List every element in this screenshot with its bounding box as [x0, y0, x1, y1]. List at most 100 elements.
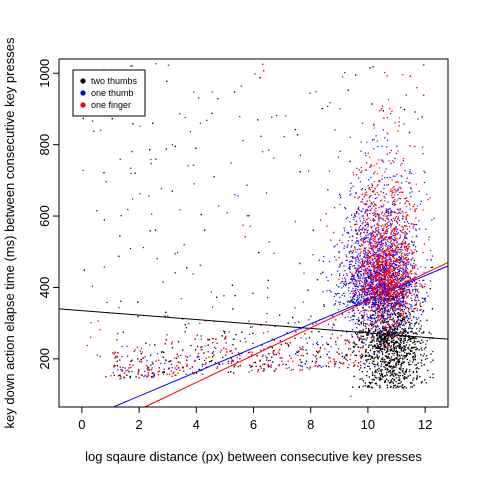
data-point	[370, 232, 372, 234]
data-point	[416, 205, 419, 207]
data-point	[362, 198, 364, 200]
data-point	[399, 287, 401, 289]
data-point	[403, 324, 405, 327]
data-point	[377, 358, 379, 360]
data-point	[267, 346, 269, 349]
data-point	[362, 227, 364, 229]
data-point	[364, 303, 366, 306]
data-point	[396, 308, 398, 310]
data-point	[343, 265, 345, 267]
data-point	[370, 381, 372, 384]
data-point	[359, 270, 361, 272]
data-point	[358, 267, 360, 269]
data-point	[373, 323, 375, 325]
data-point	[401, 261, 404, 263]
data-point	[341, 313, 343, 315]
data-point	[405, 370, 407, 372]
data-point	[390, 385, 392, 388]
data-point	[399, 319, 401, 321]
data-point	[394, 253, 397, 256]
data-point	[395, 303, 397, 305]
data-point	[357, 309, 359, 311]
data-point	[376, 343, 378, 345]
data-point	[358, 296, 361, 298]
data-point	[358, 386, 360, 388]
data-point	[401, 291, 404, 293]
data-point	[374, 350, 376, 353]
data-point	[397, 302, 400, 304]
data-point	[356, 322, 358, 324]
data-point	[341, 281, 343, 283]
data-point	[416, 377, 418, 379]
data-point	[382, 347, 384, 350]
data-point	[378, 286, 380, 288]
data-point	[374, 301, 376, 304]
data-point	[385, 361, 387, 363]
data-point	[344, 270, 346, 272]
data-point	[356, 268, 358, 270]
data-point	[312, 254, 314, 256]
data-point	[379, 260, 381, 263]
data-point	[373, 266, 375, 268]
data-point	[395, 363, 398, 365]
data-point	[126, 345, 128, 347]
data-point	[362, 215, 364, 217]
data-point	[352, 236, 354, 238]
data-point	[397, 271, 400, 273]
data-point	[366, 270, 368, 272]
data-point	[388, 305, 390, 307]
data-point	[433, 217, 435, 220]
data-point	[379, 377, 381, 379]
data-point	[369, 205, 372, 207]
data-point	[412, 310, 414, 312]
data-point	[174, 145, 176, 147]
data-point	[384, 283, 386, 285]
data-point	[325, 365, 327, 367]
data-point	[374, 325, 376, 327]
data-point	[431, 219, 433, 221]
data-point	[364, 331, 367, 333]
data-point	[407, 276, 409, 278]
data-point	[361, 317, 363, 319]
data-point	[355, 289, 357, 292]
data-point	[361, 340, 363, 342]
data-point	[398, 121, 400, 123]
data-point	[355, 285, 357, 287]
data-point	[344, 279, 347, 281]
data-point	[127, 369, 129, 371]
data-point	[397, 232, 400, 234]
data-point	[381, 336, 383, 338]
data-point	[315, 91, 317, 93]
data-point	[225, 342, 227, 344]
data-point	[386, 210, 388, 213]
data-point	[380, 303, 382, 305]
data-point	[373, 302, 375, 304]
data-point	[395, 309, 397, 311]
data-point	[363, 219, 365, 221]
data-point	[385, 364, 388, 367]
data-point	[392, 331, 394, 333]
data-point	[171, 190, 173, 192]
data-point	[364, 225, 367, 227]
data-point	[185, 327, 187, 329]
data-point	[415, 235, 417, 237]
data-point	[411, 386, 414, 388]
data-point	[383, 270, 385, 272]
data-point	[373, 363, 375, 365]
data-point	[316, 350, 318, 353]
data-point	[395, 297, 397, 299]
data-point	[421, 297, 423, 299]
data-point	[361, 314, 363, 317]
data-point	[391, 249, 393, 252]
data-point	[363, 288, 365, 290]
data-point	[348, 283, 350, 285]
data-point	[401, 270, 403, 273]
data-point	[407, 295, 409, 297]
data-point	[377, 238, 379, 240]
data-point	[398, 343, 400, 345]
data-point	[403, 278, 405, 280]
data-point	[343, 283, 346, 285]
data-point	[413, 280, 416, 283]
data-point	[351, 310, 353, 312]
data-point	[359, 294, 361, 296]
